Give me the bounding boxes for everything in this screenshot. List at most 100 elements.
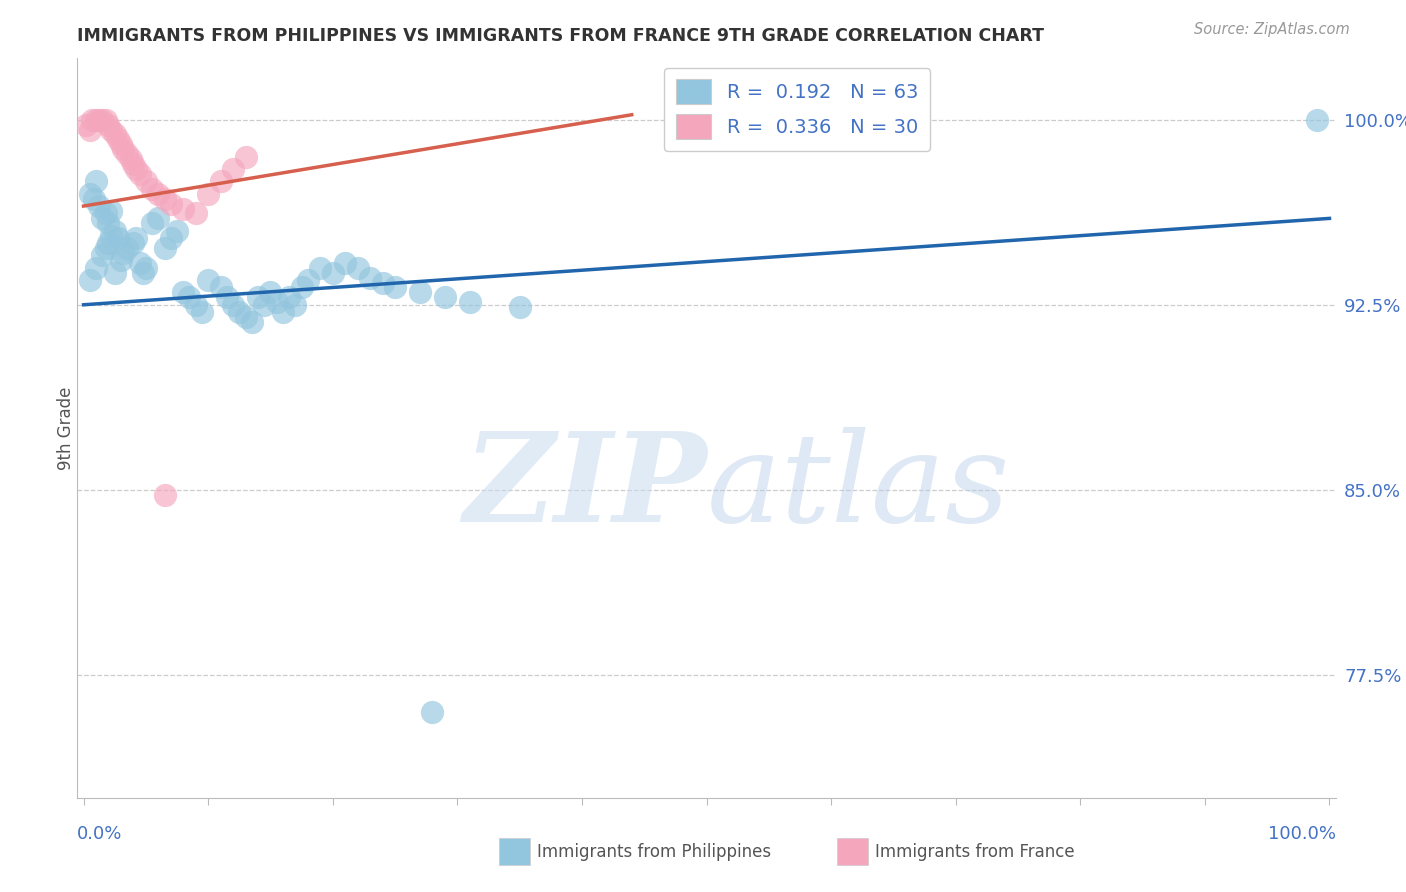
Point (87, 112, 110, 127)
Point (184, 298, 207, 312)
Point (159, 231, 181, 245)
Legend: R =  0.192   N = 63, R =  0.336   N = 30: R = 0.192 N = 63, R = 0.336 N = 30 (664, 68, 929, 151)
Point (128, 256, 150, 270)
Point (141, 216, 163, 230)
Point (509, 300, 531, 314)
Point (297, 273, 319, 287)
Y-axis label: 9th Grade: 9th Grade (58, 386, 75, 470)
Point (112, 142, 135, 156)
Point (104, 224, 127, 238)
Point (346, 260, 368, 275)
Point (384, 280, 406, 294)
Point (371, 276, 394, 290)
Point (271, 305, 294, 319)
Point (184, 206, 207, 220)
Point (284, 298, 307, 312)
Point (110, 253, 132, 268)
Point (94, 206, 117, 220)
Point (97, 118, 120, 132)
Point (100, 122, 122, 136)
Point (128, 167, 150, 181)
Point (100, 228, 122, 243)
Point (112, 246, 135, 260)
Point (100, 204, 122, 219)
Point (120, 152, 142, 166)
Point (235, 310, 257, 324)
Point (309, 260, 332, 275)
Point (82, 112, 104, 127)
Point (148, 186, 170, 201)
Point (91, 248, 114, 262)
Point (197, 186, 219, 201)
Point (110, 137, 132, 152)
Point (458, 295, 481, 310)
Point (228, 305, 250, 319)
Point (1306, 112, 1329, 127)
Point (79, 122, 101, 136)
Point (75, 118, 97, 132)
Point (107, 132, 129, 146)
Point (132, 266, 155, 280)
Point (125, 161, 148, 176)
Text: Immigrants from Philippines: Immigrants from Philippines (537, 843, 772, 861)
Point (84, 112, 107, 127)
Point (104, 128, 127, 142)
Point (209, 280, 232, 294)
Point (79, 273, 101, 287)
Point (322, 266, 344, 280)
Point (179, 290, 201, 304)
Point (97, 216, 120, 230)
Point (84, 260, 107, 275)
Point (215, 290, 238, 304)
Point (97, 235, 120, 250)
Point (107, 231, 129, 245)
Point (235, 150, 257, 164)
Point (191, 305, 214, 319)
Point (222, 161, 245, 176)
Point (291, 280, 314, 294)
Point (409, 285, 432, 300)
Point (84, 174, 107, 188)
Point (122, 157, 145, 171)
Point (222, 298, 245, 312)
Point (359, 270, 381, 285)
Point (135, 260, 157, 275)
Point (94, 112, 117, 127)
Point (87, 199, 110, 213)
Text: ZIP: ZIP (463, 426, 707, 549)
Text: Source: ZipAtlas.com: Source: ZipAtlas.com (1194, 22, 1350, 37)
Point (104, 266, 127, 280)
Point (153, 192, 176, 206)
Point (266, 295, 288, 310)
Text: IMMIGRANTS FROM PHILIPPINES VS IMMIGRANTS FROM FRANCE 9TH GRADE CORRELATION CHAR: IMMIGRANTS FROM PHILIPPINES VS IMMIGRANT… (77, 27, 1045, 45)
Point (433, 290, 456, 304)
Point (125, 231, 148, 245)
Point (172, 285, 194, 300)
Point (166, 224, 188, 238)
Point (172, 202, 194, 216)
Point (246, 290, 269, 304)
Point (91, 112, 114, 127)
Point (253, 298, 276, 312)
Point (153, 241, 176, 255)
Point (141, 182, 163, 196)
Point (422, 705, 444, 719)
Text: 0.0%: 0.0% (77, 825, 122, 843)
Text: 100.0%: 100.0% (1268, 825, 1336, 843)
Point (83, 192, 105, 206)
Point (122, 235, 145, 250)
Point (148, 211, 170, 226)
Point (278, 290, 301, 304)
Point (259, 285, 281, 300)
Point (79, 186, 101, 201)
Point (91, 211, 114, 226)
Point (209, 174, 232, 188)
Point (115, 241, 138, 255)
Point (335, 256, 357, 270)
Text: Immigrants from France: Immigrants from France (875, 843, 1074, 861)
Point (197, 273, 219, 287)
Point (135, 174, 157, 188)
Point (159, 196, 181, 211)
Point (153, 488, 176, 502)
Point (94, 241, 117, 255)
